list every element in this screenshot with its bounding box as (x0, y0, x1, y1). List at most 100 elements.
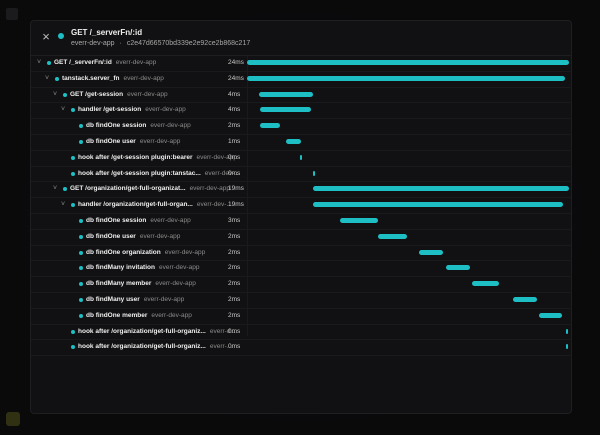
span-service: everr-dev-app (143, 295, 185, 303)
span-row[interactable]: hook after /get-session plugin:tanstac..… (31, 167, 571, 183)
span-row[interactable]: ˅ GET /get-session everr-dev-app 4ms (31, 88, 571, 104)
span-row[interactable]: db findOne session everr-dev-app 2ms (31, 119, 571, 135)
trace-subtitle: everr-dev-app · c2e47d66570bd339e2e92ce2… (71, 40, 253, 47)
chevron-down-icon[interactable]: ˅ (53, 90, 58, 98)
span-duration: 4ms (228, 90, 241, 98)
span-status-dot-icon (79, 266, 83, 271)
span-status-dot-icon (79, 234, 83, 239)
span-service: everr-dev-app (196, 153, 237, 161)
span-timeline-bar[interactable] (313, 202, 563, 208)
span-duration: 19ms (228, 185, 244, 193)
span-label: GET /organization/get-full-organizat... e… (70, 185, 230, 193)
chevron-down-icon[interactable]: ˅ (45, 74, 50, 82)
span-status-dot-icon (79, 297, 83, 302)
span-name: db findOne organization (86, 248, 161, 256)
span-row[interactable]: db findOne member everr-dev-app 2ms (31, 309, 571, 325)
span-timeline-bar[interactable] (539, 312, 563, 318)
span-name: db findMany member (86, 280, 152, 288)
span-status-dot-icon (63, 187, 67, 192)
span-timeline-bar[interactable] (565, 344, 568, 350)
span-status-dot-icon (79, 139, 83, 144)
span-timeline-bar[interactable] (247, 60, 569, 65)
span-timeline-bar[interactable] (259, 107, 311, 113)
span-service: everr-dev-app (139, 232, 181, 240)
span-service: everr-dev-app (158, 264, 200, 272)
span-name: db findOne session (86, 122, 147, 130)
span-label: hook after /organization/get-full-organi… (78, 343, 232, 351)
span-duration: 0ms (228, 169, 241, 177)
span-timeline-bar[interactable] (313, 186, 569, 192)
span-timeline-bar[interactable] (565, 328, 568, 334)
span-label: db findOne member everr-dev-app (86, 312, 192, 320)
span-duration: 2ms (228, 295, 241, 303)
span-row[interactable]: hook after /organization/get-full-organi… (31, 340, 571, 357)
span-timeline-bar[interactable] (472, 281, 500, 287)
span-row[interactable]: db findMany member everr-dev-app 2ms (31, 277, 571, 293)
span-row[interactable]: db findOne user everr-dev-app 2ms (31, 230, 571, 246)
span-duration: 3ms (228, 216, 241, 224)
span-name: db findOne user (86, 137, 136, 145)
span-name: handler /get-session (78, 106, 142, 114)
span-row[interactable]: hook after /organization/get-full-organi… (31, 325, 571, 341)
chevron-down-icon[interactable]: ˅ (61, 106, 66, 114)
span-row[interactable]: db findOne organization everr-dev-app 2ms (31, 246, 571, 262)
span-timeline-bar[interactable] (299, 154, 302, 160)
span-row[interactable]: ˅ GET /_serverFn/:id everr-dev-app 24ms (31, 56, 571, 72)
span-timeline-bar[interactable] (512, 296, 537, 302)
span-name: hook after /get-session plugin:tanstac..… (78, 169, 201, 177)
span-label: db findOne session everr-dev-app (86, 217, 191, 225)
span-row[interactable]: hook after /get-session plugin:bearer eve… (31, 151, 571, 167)
span-service: everr-dev-app (127, 90, 168, 98)
span-timeline-bar[interactable] (418, 249, 443, 255)
span-timeline-bar[interactable] (285, 138, 301, 144)
trace-id: c2e47d66570bd339e2e92ce2b868c217 (126, 40, 251, 47)
span-row[interactable]: ˅ GET /organization/get-full-organizat...… (31, 182, 571, 199)
span-label: db findOne user everr-dev-app (86, 233, 180, 241)
span-label: db findMany member everr-dev-app (86, 280, 196, 288)
user-avatar[interactable] (6, 412, 20, 426)
span-timeline-bar[interactable] (259, 91, 313, 97)
chevron-down-icon[interactable]: ˅ (37, 59, 42, 66)
span-duration: 19ms (228, 201, 244, 209)
span-timeline-bar[interactable] (312, 170, 315, 176)
span-timeline-bar[interactable] (259, 123, 280, 129)
trace-header: × GET /_serverFn/:id everr-dev-app · c2e… (31, 21, 571, 56)
span-label: handler /get-session everr-dev-app (78, 106, 186, 114)
span-row[interactable]: db findOne user everr-dev-app 1ms (31, 135, 571, 151)
trace-title: GET /_serverFn/:id (71, 28, 143, 37)
span-status-dot-icon (47, 61, 51, 65)
span-timeline-bar[interactable] (247, 75, 565, 81)
chevron-down-icon[interactable]: ˅ (61, 201, 66, 209)
span-service: everr-dev-app (115, 59, 157, 66)
span-service: everr-dev-... (196, 201, 232, 209)
span-row[interactable]: ˅ handler /get-session everr-dev-app 4ms (31, 103, 571, 120)
span-duration: 1ms (228, 137, 241, 145)
span-name: db findOne user (86, 232, 136, 240)
span-row[interactable]: db findMany user everr-dev-app 2ms (31, 293, 571, 309)
span-row[interactable]: db findMany invitation everr-dev-app 2ms (31, 261, 571, 278)
span-service: everr-dev-app (150, 122, 191, 130)
span-name: db findOne member (86, 311, 148, 319)
span-list: ˅ GET /_serverFn/:id everr-dev-app 24ms ˅ tan… (31, 56, 571, 357)
span-timeline-bar[interactable] (378, 233, 407, 239)
span-row[interactable]: db findOne session everr-dev-app 3ms (31, 214, 571, 230)
span-name: hook after /organization/get-full-organi… (78, 327, 206, 335)
span-timeline-bar[interactable] (445, 265, 470, 271)
span-name: GET /_serverFn/:id (54, 59, 112, 66)
span-status-dot-icon (79, 218, 83, 223)
span-label: handler /organization/get-full-organ... e… (78, 201, 232, 209)
span-service: everr-dev-app (139, 137, 181, 145)
span-service: everr-d... (209, 327, 236, 335)
span-label: tanstack.server_fn everr-dev-app (62, 75, 164, 83)
span-duration: 2ms (228, 280, 241, 288)
close-icon[interactable]: × (42, 29, 50, 44)
span-row[interactable]: ˅ handler /organization/get-full-organ...… (31, 198, 571, 214)
span-row[interactable]: ˅ tanstack.server_fn everr-dev-app 24ms (31, 72, 571, 88)
span-label: hook after /get-session plugin:bearer eve… (78, 154, 237, 162)
chevron-down-icon[interactable]: ˅ (53, 185, 58, 193)
span-timeline-bar[interactable] (339, 217, 379, 223)
span-service: everr-dev-app (151, 311, 192, 319)
span-status-dot-icon (79, 124, 83, 129)
span-name: db findMany user (86, 295, 140, 303)
span-label: db findOne user everr-dev-app (86, 138, 180, 146)
